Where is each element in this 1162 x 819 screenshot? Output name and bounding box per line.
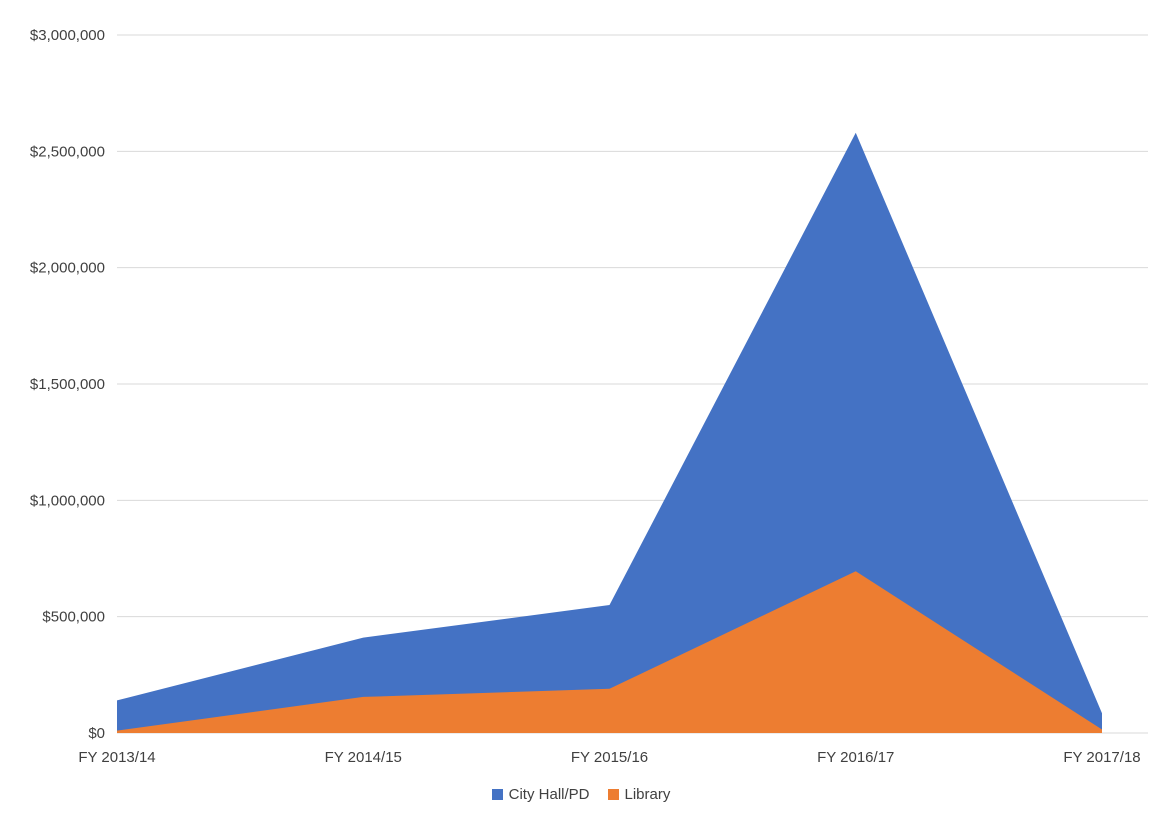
x-axis-category-label: FY 2016/17 [817,749,894,766]
legend-label-city-hall-pd: City Hall/PD [508,786,590,803]
x-axis-category-label: FY 2014/15 [325,749,402,766]
y-axis-tick-label: $1,500,000 [30,376,105,393]
legend-item-city-hall-pd: City Hall/PD [491,786,590,803]
legend-swatch-library [607,789,619,800]
y-axis-tick-label: $2,000,000 [30,260,105,277]
x-axis-category-label: FY 2015/16 [571,749,648,766]
area-series-library [117,571,1102,733]
y-axis-tick-label: $0 [88,725,105,742]
legend-swatch-city-hall-pd [491,789,503,800]
y-axis-tick-label: $1,000,000 [30,492,105,509]
y-axis-tick-label: $3,000,000 [30,27,105,44]
x-axis-category-label: FY 2013/14 [78,749,155,766]
legend-label-library: Library [624,786,671,803]
y-axis-tick-label: $500,000 [42,609,105,626]
chart-legend: City Hall/PD Library [0,786,1162,803]
plot-area: $0 $500,000 $1,000,000 $1,500,000 $2,000,000… [30,27,1148,766]
legend-item-library: Library [607,786,671,803]
x-axis-category-label: FY 2017/18 [1063,749,1140,766]
y-axis-tick-label: $2,500,000 [30,143,105,160]
